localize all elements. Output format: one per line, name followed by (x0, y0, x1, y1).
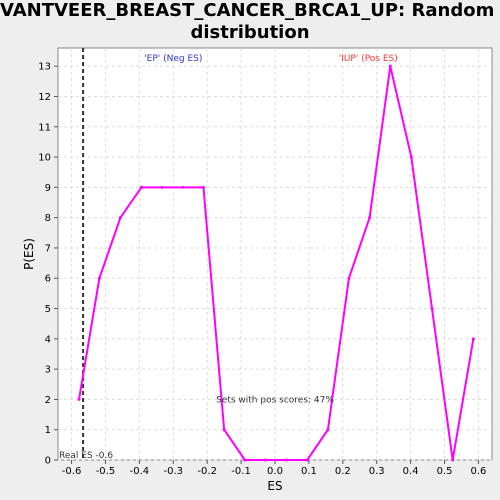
series-point (77, 397, 81, 401)
x-axis: -0.6 -0.5 -0.4 -0.3 -0.2 -0.1 0.0 0.1 0.2 0.3 0.4 0… (62, 460, 486, 477)
y-axis-label: P(ES) (22, 238, 36, 270)
y-tick-label: 0 (45, 456, 51, 467)
y-tick-label: 13 (38, 62, 51, 73)
x-tick-label: 0.1 (301, 466, 317, 477)
series-line (78, 65, 475, 461)
series-points (77, 64, 475, 462)
neg-es-label: 'EP' (Neg ES) (144, 54, 202, 64)
x-tick-label: -0.3 (164, 466, 184, 477)
x-tick-label: -0.6 (62, 466, 82, 477)
x-axis-label: ES (267, 479, 282, 493)
series-point (97, 276, 101, 280)
series-point (139, 185, 143, 189)
series-point (388, 64, 392, 68)
pos-es-label: 'IUP' (Pos ES) (339, 54, 398, 64)
y-tick-label: 8 (45, 213, 51, 224)
y-tick-label: 11 (38, 122, 51, 133)
x-tick-label: 0.4 (403, 466, 419, 477)
series-point (181, 185, 185, 189)
y-tick-label: 5 (45, 304, 51, 315)
y-tick-label: 10 (38, 153, 51, 164)
series-point (222, 428, 226, 432)
chart-title: VANTVEER_BREAST_CANCER_BRCA1_UP: Random … (0, 0, 500, 44)
series-point (326, 428, 330, 432)
x-tick-label: 0.3 (369, 466, 385, 477)
series-point (347, 276, 351, 280)
series-point (201, 185, 205, 189)
y-tick-label: 12 (38, 92, 51, 103)
x-tick-label: 0.0 (267, 466, 283, 477)
y-tick-label: 3 (45, 365, 51, 376)
y-tick-label: 6 (45, 274, 51, 285)
chart-title-line-2: distribution (190, 22, 310, 43)
series-point (264, 458, 268, 462)
pos-scores-label: Sets with pos scores: 47% (216, 395, 334, 405)
series-point (368, 216, 372, 220)
series-point (285, 458, 289, 462)
x-tick-label: 0.2 (335, 466, 351, 477)
series-point (118, 216, 122, 220)
x-tick-label: 0.5 (437, 466, 453, 477)
series-point (305, 458, 309, 462)
series-point (243, 458, 247, 462)
y-tick-label: 9 (45, 183, 51, 194)
series-point (451, 458, 455, 462)
y-tick-label: 1 (45, 425, 51, 436)
chart-title-line-1: VANTVEER_BREAST_CANCER_BRCA1_UP: Random … (0, 0, 500, 21)
x-tick-label: -0.5 (96, 466, 116, 477)
real-es-label: Real ES -0.6 (59, 451, 113, 461)
grid-lines (58, 48, 492, 461)
x-tick-label: -0.4 (130, 466, 150, 477)
series-point (430, 307, 434, 311)
x-tick-label: 0.6 (470, 466, 486, 477)
y-tick-label: 2 (45, 395, 51, 406)
x-tick-label: -0.1 (231, 466, 251, 477)
y-tick-label: 7 (45, 243, 51, 254)
series-point (471, 337, 475, 341)
x-tick-label: -0.2 (197, 466, 217, 477)
y-tick-label: 4 (45, 334, 51, 345)
series-point (409, 155, 413, 159)
series-point (160, 185, 164, 189)
